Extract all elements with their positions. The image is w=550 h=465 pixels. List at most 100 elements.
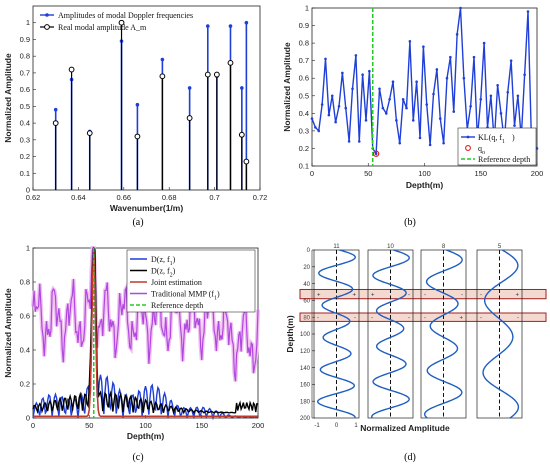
- panel-d-sign: -: [354, 316, 356, 322]
- panel-b-point: [337, 105, 341, 108]
- panel-d-sign: -: [517, 316, 519, 322]
- panel-a-point-blue: [160, 57, 165, 62]
- panel-c-ytick-label: 0.6: [20, 312, 30, 321]
- panel-a-point-black: [213, 71, 220, 78]
- panel-b-ytick-label: 0.1: [299, 162, 309, 171]
- panel-a-point-black: [86, 130, 93, 137]
- panel-b-legend-marker-1: [466, 135, 470, 139]
- panel-b-point: [320, 103, 324, 106]
- panel-b-point: [459, 6, 462, 10]
- panel-a-legend-marker-blue: [45, 13, 49, 17]
- panel-b-point: [526, 10, 530, 13]
- panel-b-point: [347, 140, 351, 143]
- panel-c-chart: 0 0.2 0.4 0.6 0.8 1 0 50 100 150 200 Depth(m) Normal…: [3, 244, 264, 442]
- panel-a-legend-label-1: Amplitudes of modal Doppler frequencies: [58, 11, 193, 20]
- panel-b-xlabel: Depth(m): [406, 180, 443, 190]
- panel-a-xtick-label: 0.66: [116, 193, 131, 202]
- panel-b-series-line: [311, 7, 538, 156]
- panel-b-point: [310, 117, 314, 120]
- panel-b-point: [472, 55, 476, 59]
- panel-b-point: [428, 143, 432, 147]
- panel-b-point: [496, 83, 499, 87]
- panel-d-ytick-label: 100: [300, 332, 311, 338]
- panel-b-point: [408, 40, 412, 43]
- panel-b-point: [327, 113, 331, 117]
- panel-a-point-black: [204, 71, 211, 78]
- panel-b-point: [405, 106, 408, 110]
- panel-c-ytick-label: 0.8: [20, 278, 30, 287]
- panel-b-point: [455, 33, 459, 36]
- panel-b-point: [381, 106, 385, 110]
- panel-d-ytick-label: 160: [300, 383, 311, 389]
- panel-a-ytick-label: 1: [26, 18, 30, 27]
- panel-d-ylabel: Depth(m): [285, 315, 295, 352]
- panel-b-point: [523, 73, 526, 77]
- panel-a-ytick-label: 0.5: [20, 102, 30, 111]
- panel-a-point-black: [227, 59, 234, 66]
- panel-d-mode-curve: [424, 249, 463, 419]
- panel-b-ytick-label: 0.2: [299, 144, 309, 153]
- panel-a-ytick-label: 0.1: [20, 169, 30, 178]
- panel-label-c: (c): [132, 452, 143, 463]
- panel-a-legend: Amplitudes of modal Doppler frequencies R…: [40, 11, 193, 32]
- panel-a-ytick-label: 0: [26, 186, 30, 195]
- panel-b-qo-marker: [372, 150, 380, 157]
- panel-b-point: [351, 87, 354, 91]
- panel-b-ylabel: Normalized Amplitude: [282, 42, 292, 132]
- panel-d-sign: +: [317, 293, 321, 299]
- panel-c-legend-label-5: Reference depth: [151, 301, 203, 310]
- panel-d-xtick-label: 1: [354, 423, 358, 429]
- panel-d-xtick-label: -1: [314, 423, 320, 429]
- panel-b-legend-label-2: qo: [478, 144, 485, 156]
- panel-b-legend-marker-2: [465, 145, 471, 151]
- panel-b-xtick-label: 150: [474, 169, 487, 178]
- panel-d-mode-label: 5: [498, 244, 502, 250]
- panel-b-point: [506, 90, 510, 94]
- panel-d-mode-curve: [317, 249, 356, 419]
- panel-b-point: [364, 119, 368, 122]
- panel-c-legend-label-2: D(z, f2): [151, 267, 176, 279]
- panel-b-point: [330, 94, 334, 98]
- panel-a-ylabel: Normalized Amplitude: [3, 53, 13, 143]
- panel-a-ytick-label: 0.9: [20, 35, 30, 44]
- panel-a-xtick-label: 0.64: [71, 193, 86, 202]
- panel-a-point-blue: [187, 86, 192, 90]
- panel-a-point-blue: [135, 102, 140, 107]
- panel-b-point: [482, 41, 486, 45]
- panel-d-mode-label: 10: [387, 244, 394, 250]
- panel-b-point: [432, 92, 435, 96]
- panel-b-point: [509, 59, 513, 62]
- panel-b-point: [398, 141, 402, 145]
- panel-c-legend-box: [126, 249, 256, 313]
- panel-b-point: [438, 117, 442, 120]
- panel-b-point: [388, 97, 391, 101]
- panel-b-point: [489, 94, 493, 98]
- panel-c-ytick-label: 0: [26, 414, 30, 423]
- panel-c-xtick-label: 0: [31, 421, 35, 430]
- panel-d-ytick-label: 200: [300, 416, 311, 422]
- panel-b-ytick-label: 0.3: [299, 126, 309, 135]
- panel-a-xtick-label: 0.72: [253, 193, 268, 202]
- panel-d-ytick-label: 20: [303, 265, 310, 271]
- panel-b-point: [469, 105, 472, 108]
- panel-b-point: [341, 71, 344, 75]
- panel-d-sign: -: [480, 293, 482, 299]
- panel-d-sign: -: [424, 293, 426, 299]
- panel-b-point: [354, 54, 358, 57]
- panel-a-point-black: [238, 131, 245, 138]
- panel-a-point-black: [68, 66, 75, 73]
- panel-label-d: (d): [404, 452, 416, 463]
- panel-d-mode-curve: [371, 249, 410, 419]
- panel-c-ytick-label: 1: [26, 244, 30, 253]
- panel-a-ytick-label: 0.6: [20, 85, 30, 94]
- panel-a-ytick-label: 0.2: [20, 152, 30, 161]
- panel-b-point: [324, 57, 327, 61]
- panel-c-legend-label-4: Traditional MMP (f1): [151, 290, 220, 302]
- panel-b-ytick-label: 0.9: [299, 21, 309, 30]
- panel-b-chart: 0.1 0.2 0.3 0.4 0.5 0.6 0.7 0.8 0.9 1 0 50 100 150 200…: [282, 4, 543, 191]
- panel-b-xtick-label: 50: [364, 169, 372, 178]
- panel-b-xtick-label: 200: [531, 169, 544, 178]
- panel-b-point: [422, 45, 425, 48]
